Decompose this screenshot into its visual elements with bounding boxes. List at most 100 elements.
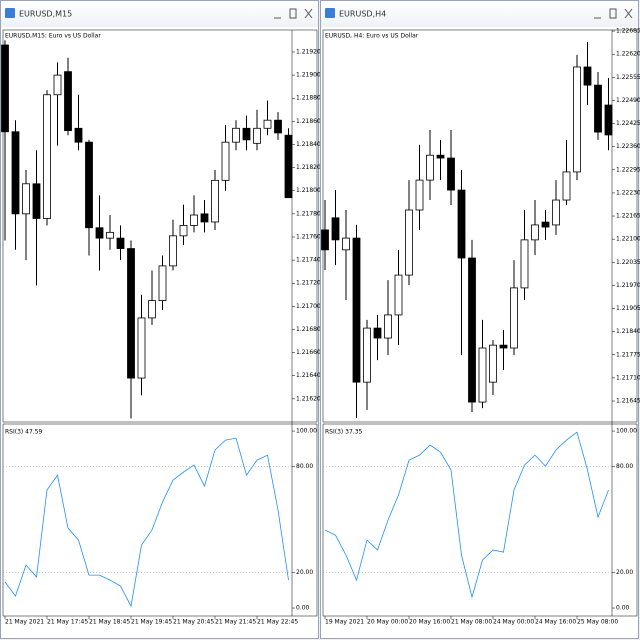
close-button[interactable] [624, 8, 633, 19]
window-icon [5, 8, 15, 18]
bull-candle-body [22, 183, 30, 215]
time-label: 24 May 00:00 [493, 619, 534, 626]
time-label: 21 May 2021 [5, 619, 44, 626]
bear-candle-body [468, 257, 476, 403]
bull-candle-body [405, 209, 413, 276]
bull-candle-body [221, 141, 230, 181]
time-label: 19 May 2021 [325, 619, 364, 626]
bull-candle-body [394, 274, 403, 316]
bull-candle-body [232, 127, 240, 143]
time-label: 21 May 20:45 [173, 619, 214, 626]
chart-window: EURUSD,M15 EURUSD,M15: Euro vs US Dollar R… [0, 0, 321, 639]
title-bar [1, 1, 318, 27]
bear-candle-body [127, 248, 135, 379]
time-label: 21 May 19:45 [131, 619, 172, 626]
window-title: EURUSD,H4 [339, 10, 386, 19]
bull-candle-body [263, 119, 272, 129]
time-label: 24 May 16:00 [535, 619, 576, 626]
close-button[interactable] [304, 8, 313, 19]
price-tick-label: 1.21680 [296, 326, 321, 333]
rsi-label: RSI(3) 47.59 [5, 429, 43, 436]
bull-candle-body [158, 265, 167, 301]
bull-candle-body [179, 225, 188, 237]
time-label: 25 May 08:00 [577, 619, 618, 626]
bear-candle-body [436, 154, 445, 159]
time-label: 21 May 08:00 [451, 619, 492, 626]
bull-candle-body [148, 300, 156, 319]
bull-candle-body [363, 327, 371, 383]
rsi-tick-label: 20.00 [616, 569, 633, 576]
price-tick-label: 1.21800 [296, 187, 321, 194]
price-tick-label: 1.22295 [616, 166, 640, 173]
price-tick-label: 1.22620 [616, 51, 640, 58]
price-tick-label: 1.22685 [616, 28, 640, 35]
rsi-line [4, 437, 289, 608]
maximize-button[interactable] [289, 8, 297, 19]
rsi-tick-label: 100.00 [296, 428, 317, 435]
rsi-tick-label: 80.00 [296, 463, 313, 470]
bull-candle-body [520, 239, 529, 289]
bear-candle-body [541, 221, 550, 228]
bear-candle-body [64, 71, 72, 132]
bear-candle-body [604, 104, 613, 136]
price-tick-label: 1.22100 [616, 236, 640, 243]
bear-candle-body [499, 344, 508, 349]
bear-candle-body [331, 217, 340, 241]
bull-candle-body [211, 179, 219, 223]
price-tick-label: 1.21645 [616, 398, 640, 405]
bear-candle-body [74, 127, 83, 143]
price-tick-label: 1.21700 [296, 303, 321, 310]
maximize-button[interactable] [609, 8, 617, 19]
symbol-label: EURUSD, H4: Euro vs US Dollar [325, 33, 419, 40]
bull-candle-body [137, 317, 146, 379]
rsi-pane [322, 423, 638, 617]
price-tick-label: 1.21780 [296, 210, 321, 217]
time-label: 20 May 16:00 [409, 619, 450, 626]
bear-candle-body [11, 131, 20, 215]
rsi-tick-label: 100.00 [616, 428, 637, 435]
bear-candle-body [95, 227, 104, 239]
price-tick-label: 1.21710 [616, 374, 640, 381]
rsi-line [324, 431, 609, 599]
bull-candle-body [489, 344, 497, 383]
bear-candle-body [583, 66, 592, 86]
bull-candle-body [106, 231, 114, 239]
time-label: 20 May 00:00 [367, 619, 408, 626]
symbol-label: EURUSD,M15: Euro vs US Dollar [5, 33, 101, 40]
price-tick-label: 1.21760 [296, 233, 321, 240]
bear-candle-body [594, 84, 602, 133]
rsi-tick-label: 20.00 [296, 569, 313, 576]
bull-candle-body [426, 154, 434, 181]
bear-candle-body [200, 213, 209, 223]
price-tick-label: 1.22555 [616, 74, 640, 81]
bear-candle-body [116, 237, 125, 249]
bull-candle-body [384, 314, 392, 339]
price-tick-label: 1.22425 [616, 120, 640, 127]
price-tick-label: 1.21920 [296, 48, 321, 55]
price-tick-label: 1.21860 [296, 118, 321, 125]
time-label: 21 May 21:45 [215, 619, 256, 626]
price-tick-label: 1.22165 [616, 213, 640, 220]
main-pane [2, 29, 318, 423]
price-tick-label: 1.21660 [296, 349, 321, 356]
price-tick-label: 1.22230 [616, 189, 640, 196]
bull-candle-body [552, 199, 560, 226]
bull-candle-body [562, 171, 571, 201]
price-tick-label: 1.21840 [616, 328, 640, 335]
chart-window: EURUSD,H4 EURUSD, H4: Euro vs US Dollar RS… [320, 0, 640, 639]
bull-candle-body [169, 235, 177, 267]
bull-candle-body [531, 224, 539, 241]
price-tick-label: 1.21840 [296, 141, 321, 148]
bear-candle-body [32, 183, 41, 219]
rsi-tick-label: 0.00 [616, 605, 630, 612]
title-bar [321, 1, 638, 27]
bear-candle-body [321, 229, 329, 251]
price-tick-label: 1.22490 [616, 97, 640, 104]
rsi-tick-label: 80.00 [616, 463, 633, 470]
bull-candle-body [415, 179, 424, 211]
bull-candle-body [342, 237, 350, 251]
rsi-pane [2, 423, 318, 617]
window-title: EURUSD,M15 [19, 10, 72, 19]
bear-candle-body [242, 127, 251, 141]
